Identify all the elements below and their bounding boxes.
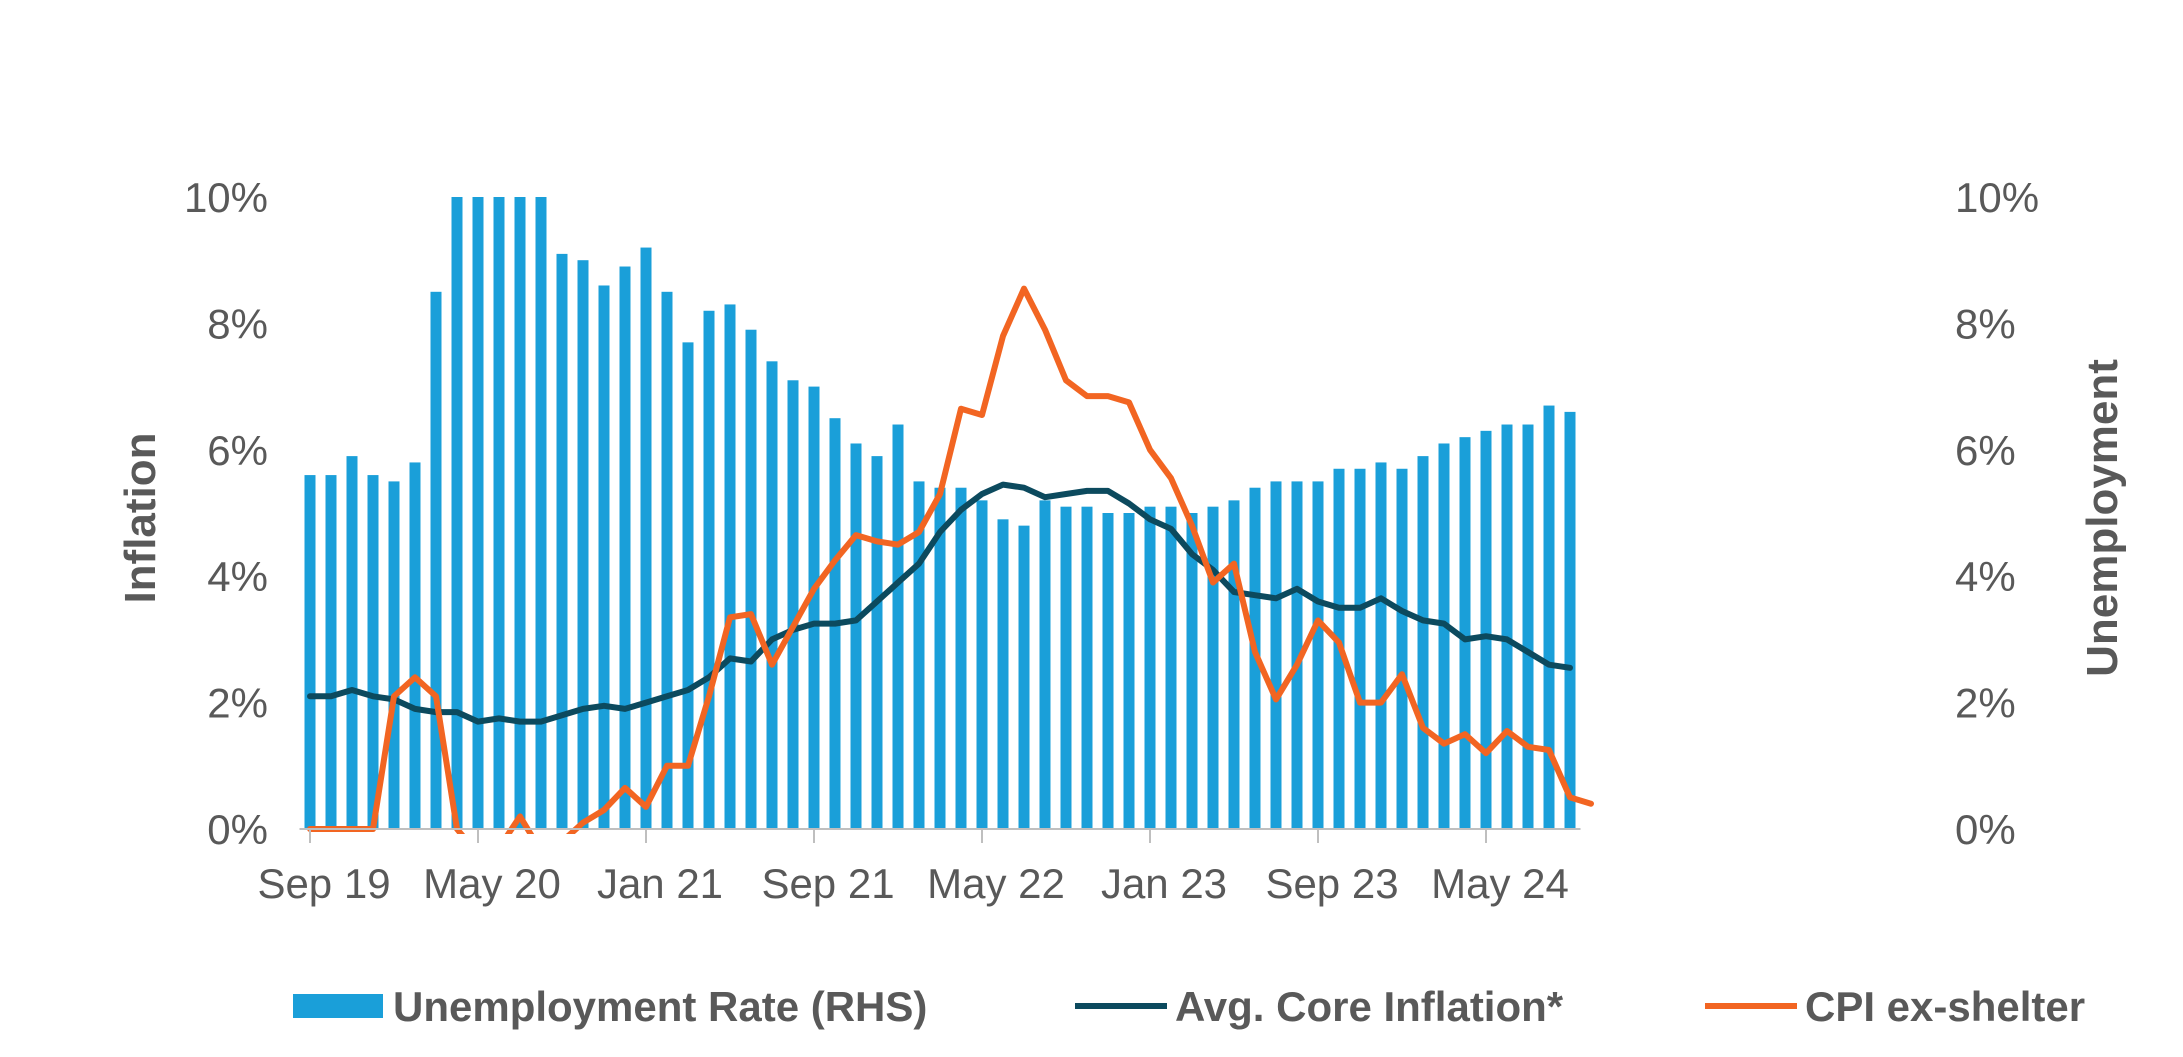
unemployment-bar [1480,430,1492,829]
right-tick-label: 8% [1955,300,2016,347]
unemployment-bar [556,253,568,829]
left-tick-label: 0% [207,806,268,853]
left-tick-label: 10% [184,174,268,221]
unemployment-bar [598,285,610,830]
x-tick-label: May 20 [423,860,561,907]
unemployment-bar [1039,500,1051,829]
right-y-axis: 0% 2% 4% 6% 8% 10% [1955,174,2039,853]
unemployment-bar [1123,513,1135,829]
unemployment-bar [913,481,925,829]
unemployment-bar [514,197,526,829]
legend-label-core-inflation: Avg. Core Inflation* [1175,983,1564,1030]
unemployment-bar [430,291,442,829]
left-axis-title: Inflation [116,432,165,603]
unemployment-bar [619,266,631,829]
x-tick-label: Jan 21 [597,860,723,907]
unemployment-bar [1438,443,1450,829]
unemployment-bar [1186,513,1198,829]
right-axis-title: Unemployment [2078,359,2127,677]
unemployment-bar [892,424,904,829]
unemployment-bar [535,197,547,829]
unemployment-bar [1312,481,1324,829]
unemployment-bar [1207,506,1219,829]
unemployment-bar [745,329,757,829]
unemployment-bar [871,456,883,829]
unemployment-bar [388,481,400,829]
x-tick-label: Jan 23 [1101,860,1227,907]
unemployment-bar [976,500,988,829]
unemployment-bar [1102,513,1114,829]
unemployment-bar [304,475,316,829]
unemployment-bar [1396,468,1408,829]
unemployment-bars [304,197,1576,830]
unemployment-bar [472,197,484,829]
unemployment-bar [451,197,463,829]
legend: Unemployment Rate (RHS) Avg. Core Inflat… [293,983,2085,1030]
unemployment-bar [724,304,736,829]
x-tick-label: Sep 21 [761,860,894,907]
left-tick-label: 4% [207,553,268,600]
unemployment-bar [1564,411,1576,829]
x-tick-label: Sep 19 [257,860,390,907]
unemployment-bar [1165,506,1177,829]
unemployment-bar [1270,481,1282,829]
cpi-ex-shelter-line [307,285,1594,834]
avg-core-inflation-line [307,481,1573,725]
right-tick-label: 6% [1955,427,2016,474]
unemployment-bar [1081,506,1093,829]
unemployment-bar [808,386,820,829]
legend-label-unemployment: Unemployment Rate (RHS) [393,983,927,1030]
left-y-axis: 0% 2% 4% 6% 8% 10% [184,174,268,853]
unemployment-bar [682,342,694,829]
unemployment-bar [325,475,337,829]
left-tick-label: 2% [207,680,268,727]
unemployment-bar [1291,481,1303,829]
unemployment-bar [640,247,652,829]
unemployment-bar [346,456,358,829]
unemployment-bar [1459,437,1471,829]
left-tick-label: 8% [207,300,268,347]
inflation-lines [307,285,1594,834]
unemployment-bar [1375,462,1387,829]
unemployment-bar [1522,424,1534,829]
unemployment-bar [1354,468,1366,829]
left-tick-label: 6% [207,427,268,474]
unemployment-bar [661,291,673,829]
unemployment-bar [1144,506,1156,829]
unemployment-bar [1228,500,1240,829]
right-tick-label: 0% [1955,806,2016,853]
unemployment-bar [1417,456,1429,829]
right-tick-label: 4% [1955,553,2016,600]
unemployment-bar [703,310,715,829]
x-tick-label: May 24 [1431,860,1569,907]
x-tick-label: Sep 23 [1265,860,1398,907]
unemployment-bar [934,487,946,829]
unemployment-bar [1018,525,1030,829]
unemployment-bar [850,443,862,829]
unemployment-bar [787,380,799,829]
unemployment-bar [577,260,589,829]
right-tick-label: 10% [1955,174,2039,221]
legend-label-cpi-ex-shelter: CPI ex-shelter [1805,983,2085,1030]
unemployment-bar [766,361,778,829]
unemployment-bar [493,197,505,829]
unemployment-bar [1543,405,1555,829]
unemployment-bar [1501,424,1513,829]
unemployment-bar [997,519,1009,829]
x-tick-label: May 22 [927,860,1065,907]
right-tick-label: 2% [1955,680,2016,727]
x-axis: Sep 19 May 20 Jan 21 Sep 21 May 22 Jan 23 Sep … [257,829,1569,907]
unemployment-bar [367,475,379,829]
unemployment-bar [409,462,421,829]
legend-swatch-unemployment [293,994,383,1018]
unemployment-bar [1060,506,1072,829]
unemployment-bar [955,487,967,829]
